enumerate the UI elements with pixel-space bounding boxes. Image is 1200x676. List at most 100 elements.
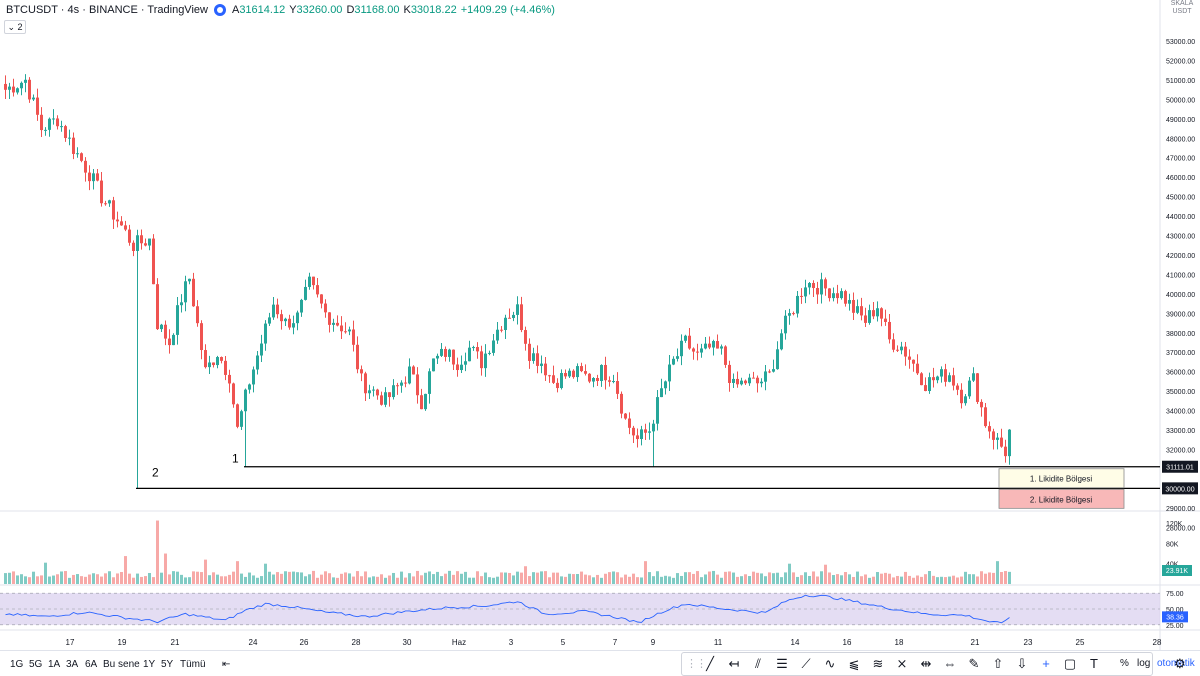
price-tick-label: 44000.00 — [1166, 214, 1195, 221]
volume-bar — [460, 573, 463, 584]
candle-body — [432, 358, 435, 372]
price-tick-label: 50000.00 — [1166, 97, 1195, 104]
range-button[interactable]: 6A — [85, 659, 98, 670]
horizontal-ray-icon[interactable]: ↤ — [728, 656, 740, 671]
candle-body — [876, 308, 879, 317]
arrow-down-icon[interactable]: ⇩ — [1016, 656, 1028, 671]
symbol-label[interactable]: BTCUSDT · 4s · BINANCE · TradingView — [6, 4, 208, 16]
volume-bar — [420, 575, 423, 584]
drag-handle-icon[interactable]: ⋮⋮ — [686, 658, 707, 670]
range-button[interactable]: Bu sene — [103, 659, 140, 670]
volume-bar — [548, 577, 551, 584]
candle-body — [316, 285, 319, 295]
candle-body — [784, 315, 787, 334]
candle-body — [844, 291, 847, 304]
candle-body — [492, 340, 495, 353]
candle-body — [776, 349, 779, 370]
candle-body — [552, 375, 555, 383]
candle-body — [176, 305, 179, 335]
volume-bar — [464, 571, 467, 584]
cross-line-icon[interactable]: ⟋ — [801, 656, 811, 671]
volume-bar — [40, 575, 43, 584]
pitchfork-icon[interactable]: ⫹ — [848, 656, 860, 671]
candle-body — [768, 371, 771, 373]
rectangle-icon[interactable]: ▢ — [1063, 656, 1077, 671]
candle-body — [264, 323, 267, 344]
volume-bar — [908, 575, 911, 584]
indicators-toggle-button[interactable]: ⌄ 2 — [4, 20, 26, 34]
volume-bar — [184, 577, 187, 584]
candle-body — [340, 325, 343, 332]
pattern-icon[interactable]: ⨯ — [896, 656, 908, 671]
volume-bar — [912, 577, 915, 584]
volume-bar — [16, 575, 19, 584]
volume-bar — [844, 572, 847, 584]
volume-bar — [252, 575, 255, 584]
parallel-channel-icon[interactable]: ⫽ — [755, 656, 761, 671]
gear-icon[interactable]: ⚙ — [1174, 656, 1186, 671]
volume-bar — [668, 576, 671, 584]
candle-body — [872, 310, 875, 317]
fib-retracement-icon[interactable]: ☰ — [776, 656, 788, 671]
candle-body — [660, 388, 663, 398]
range-button[interactable]: 3A — [66, 659, 79, 670]
candle-body — [256, 355, 259, 370]
date-range-icon[interactable]: ⇹ — [920, 656, 932, 671]
brush-icon[interactable]: ✎ — [968, 656, 980, 671]
arrow-up-icon[interactable]: ⇧ — [992, 656, 1004, 671]
volume-bar — [504, 572, 507, 584]
zone-1-label: 1. Likidite Bölgesi — [1030, 475, 1092, 484]
trend-line-icon[interactable]: ╱ — [706, 656, 714, 671]
change-value: +1409.29 (+4.46%) — [460, 4, 555, 16]
crosshair-icon[interactable]: + — [1042, 656, 1050, 671]
rsi-current: 38.36 — [1166, 614, 1184, 621]
candle-body — [460, 364, 463, 371]
range-button[interactable]: 5G — [29, 659, 43, 670]
curve-icon[interactable]: ∿ — [824, 656, 836, 671]
range-button[interactable]: 5Y — [161, 659, 174, 670]
range-button[interactable]: Tümü — [180, 659, 206, 670]
volume-bar — [868, 577, 871, 584]
currency-label[interactable]: SKALA USDT — [1170, 0, 1194, 15]
volume-bar — [592, 577, 595, 584]
range-button[interactable]: 1Y — [143, 659, 156, 670]
price-tick-label: 46000.00 — [1166, 175, 1195, 182]
time-tick-label: 5 — [561, 638, 566, 647]
candle-body — [100, 180, 103, 204]
fib-channel-icon[interactable]: ≋ — [872, 656, 884, 671]
volume-bar — [812, 571, 815, 584]
zone-1-box — [998, 468, 1125, 489]
price-range-icon[interactable]: ⇔ — [943, 656, 957, 671]
log-toggle[interactable]: log — [1137, 658, 1151, 669]
candle-body — [972, 373, 975, 381]
text-icon[interactable]: T — [1090, 656, 1098, 671]
price-tick-label: 38000.00 — [1166, 331, 1195, 338]
volume-bar — [64, 571, 67, 584]
candle-body — [192, 278, 195, 307]
candle-body — [652, 423, 655, 432]
volume-bar — [928, 570, 931, 584]
candle-body — [124, 225, 127, 230]
candle-body — [248, 384, 251, 390]
percent-toggle[interactable]: % — [1120, 658, 1129, 669]
volume-bar — [904, 571, 907, 584]
time-tick-label: 3 — [509, 638, 514, 647]
price-tick-label: 51000.00 — [1166, 78, 1195, 85]
volume-bar — [828, 572, 831, 584]
range-button[interactable]: 1A — [48, 659, 61, 670]
candle-body — [936, 376, 939, 381]
candle-body — [888, 321, 891, 340]
candle-body — [512, 314, 515, 319]
candle-body — [996, 437, 999, 440]
volume-bar — [296, 572, 299, 584]
volume-bar — [924, 574, 927, 584]
volume-bar — [496, 576, 499, 584]
goto-date-icon[interactable]: ⇤ — [222, 659, 231, 670]
candle-body — [480, 351, 483, 369]
volume-bar — [516, 571, 519, 584]
volume-bar — [852, 576, 855, 584]
auto-scale-toggle[interactable]: otomatik — [1157, 658, 1195, 669]
range-button[interactable]: 1G — [10, 659, 24, 670]
candle-body — [144, 243, 147, 246]
